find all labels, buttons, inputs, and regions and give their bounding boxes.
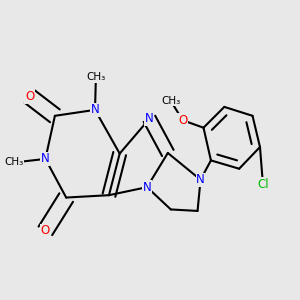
Text: Cl: Cl bbox=[257, 178, 269, 191]
Text: N: N bbox=[196, 173, 205, 186]
Text: CH₃: CH₃ bbox=[161, 96, 180, 106]
Text: O: O bbox=[41, 224, 50, 237]
Text: CH₃: CH₃ bbox=[86, 72, 106, 82]
Text: N: N bbox=[143, 181, 152, 194]
Text: N: N bbox=[145, 112, 154, 125]
Text: N: N bbox=[41, 152, 50, 165]
Text: N: N bbox=[91, 103, 99, 116]
Text: CH₃: CH₃ bbox=[4, 158, 23, 167]
Text: O: O bbox=[178, 114, 187, 127]
Text: O: O bbox=[25, 90, 34, 103]
